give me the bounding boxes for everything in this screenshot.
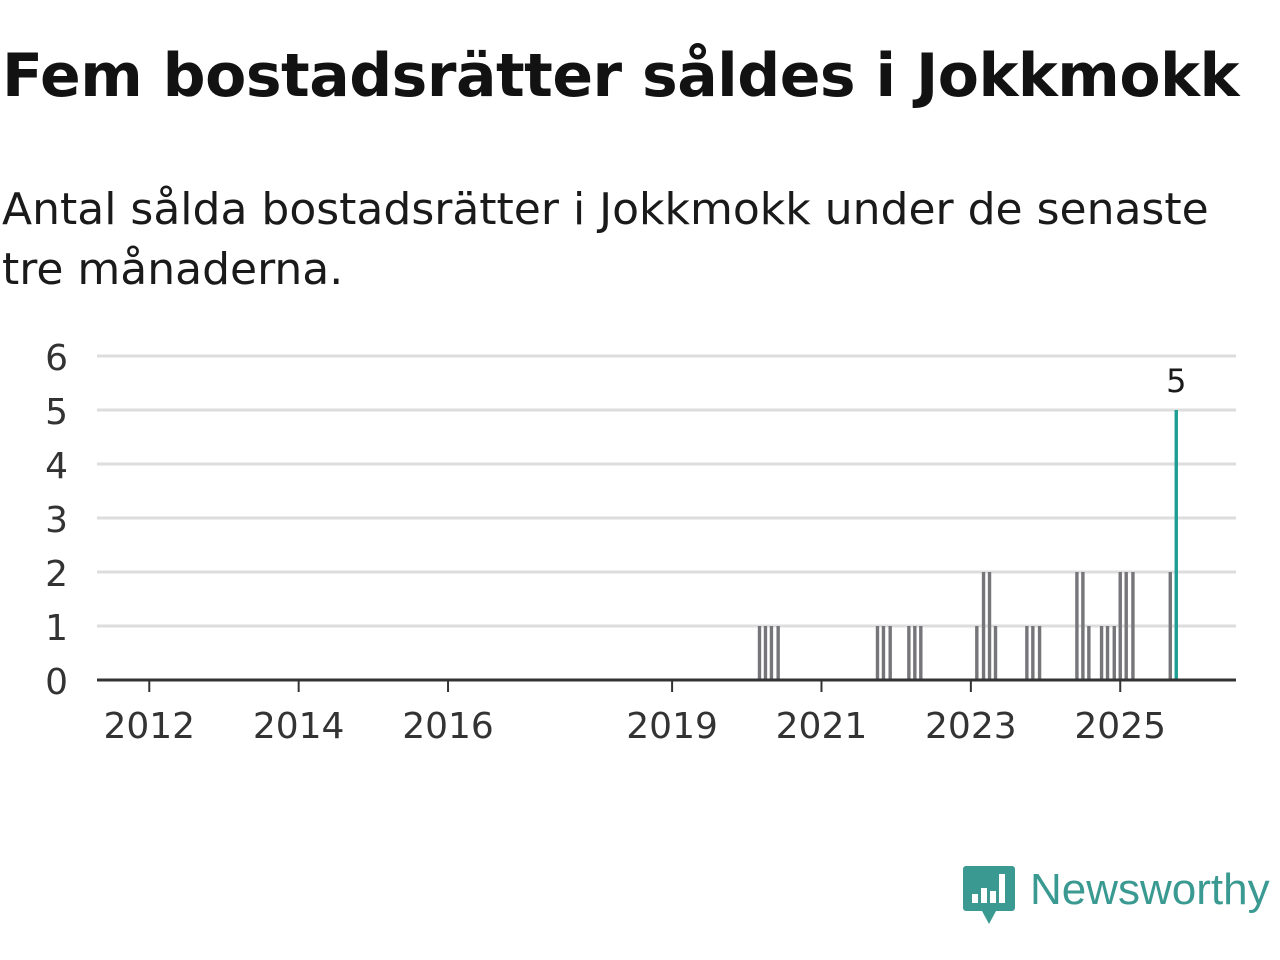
bar bbox=[993, 626, 998, 680]
bar bbox=[1112, 626, 1116, 680]
bar-chart: 0 1 2 3 4 5 6 2012 2014 2016 2019 2021 2023 2025 5 bbox=[45, 338, 1236, 747]
bar bbox=[1168, 572, 1172, 680]
bar bbox=[1025, 626, 1029, 680]
x-tick-label: 2023 bbox=[925, 706, 1017, 747]
x-tick-label: 2019 bbox=[626, 706, 718, 747]
x-tick-label: 2025 bbox=[1074, 706, 1166, 747]
bar bbox=[1075, 572, 1079, 680]
bar bbox=[763, 626, 768, 680]
gridlines bbox=[97, 354, 1236, 628]
newsworthy-logo-icon bbox=[963, 866, 1015, 924]
bar bbox=[907, 626, 911, 680]
bar bbox=[913, 626, 917, 680]
y-axis-ticks: 0 1 2 3 4 5 6 bbox=[45, 338, 68, 703]
bar bbox=[769, 626, 774, 680]
y-tick-label: 4 bbox=[45, 446, 68, 487]
bar bbox=[875, 626, 880, 680]
bar bbox=[975, 626, 979, 680]
bar bbox=[1031, 626, 1035, 680]
bar bbox=[881, 626, 886, 680]
bar bbox=[757, 626, 762, 680]
bar bbox=[1037, 626, 1042, 680]
bar-highlight bbox=[1174, 410, 1178, 680]
brand-logo: Newsworthy bbox=[962, 864, 1270, 926]
y-tick-label: 5 bbox=[45, 392, 68, 433]
chart-title: Fem bostadsrätter såldes i Jokkmokk bbox=[2, 41, 1239, 111]
chart-subtitle: Antal sålda bostadsrätter i Jokkmokk und… bbox=[2, 184, 1209, 295]
bar bbox=[1124, 572, 1128, 680]
bar bbox=[1118, 572, 1122, 680]
x-tick-label: 2012 bbox=[103, 706, 195, 747]
bar bbox=[919, 626, 923, 680]
bar bbox=[1099, 626, 1104, 680]
bar bbox=[981, 572, 986, 680]
bar bbox=[1105, 626, 1110, 680]
x-tick-label: 2014 bbox=[253, 706, 345, 747]
data-label: 5 bbox=[1166, 362, 1186, 400]
bar bbox=[1087, 626, 1091, 680]
y-tick-label: 6 bbox=[45, 338, 68, 379]
y-tick-label: 3 bbox=[45, 500, 68, 541]
data-labels: 5 bbox=[1166, 362, 1186, 400]
bar bbox=[776, 626, 780, 680]
x-axis-ticks: 2012 2014 2016 2019 2021 2023 2025 bbox=[103, 680, 1166, 747]
y-tick-label: 2 bbox=[45, 554, 68, 595]
bar bbox=[888, 626, 892, 680]
bar bbox=[987, 572, 992, 680]
bars bbox=[757, 410, 1178, 680]
bar bbox=[1081, 572, 1085, 680]
x-tick-label: 2016 bbox=[402, 706, 494, 747]
y-tick-label: 1 bbox=[45, 608, 68, 649]
x-tick-label: 2021 bbox=[776, 706, 868, 747]
y-tick-label: 0 bbox=[45, 662, 68, 703]
bar bbox=[1131, 572, 1135, 680]
brand-name: Newsworthy bbox=[1030, 865, 1270, 914]
